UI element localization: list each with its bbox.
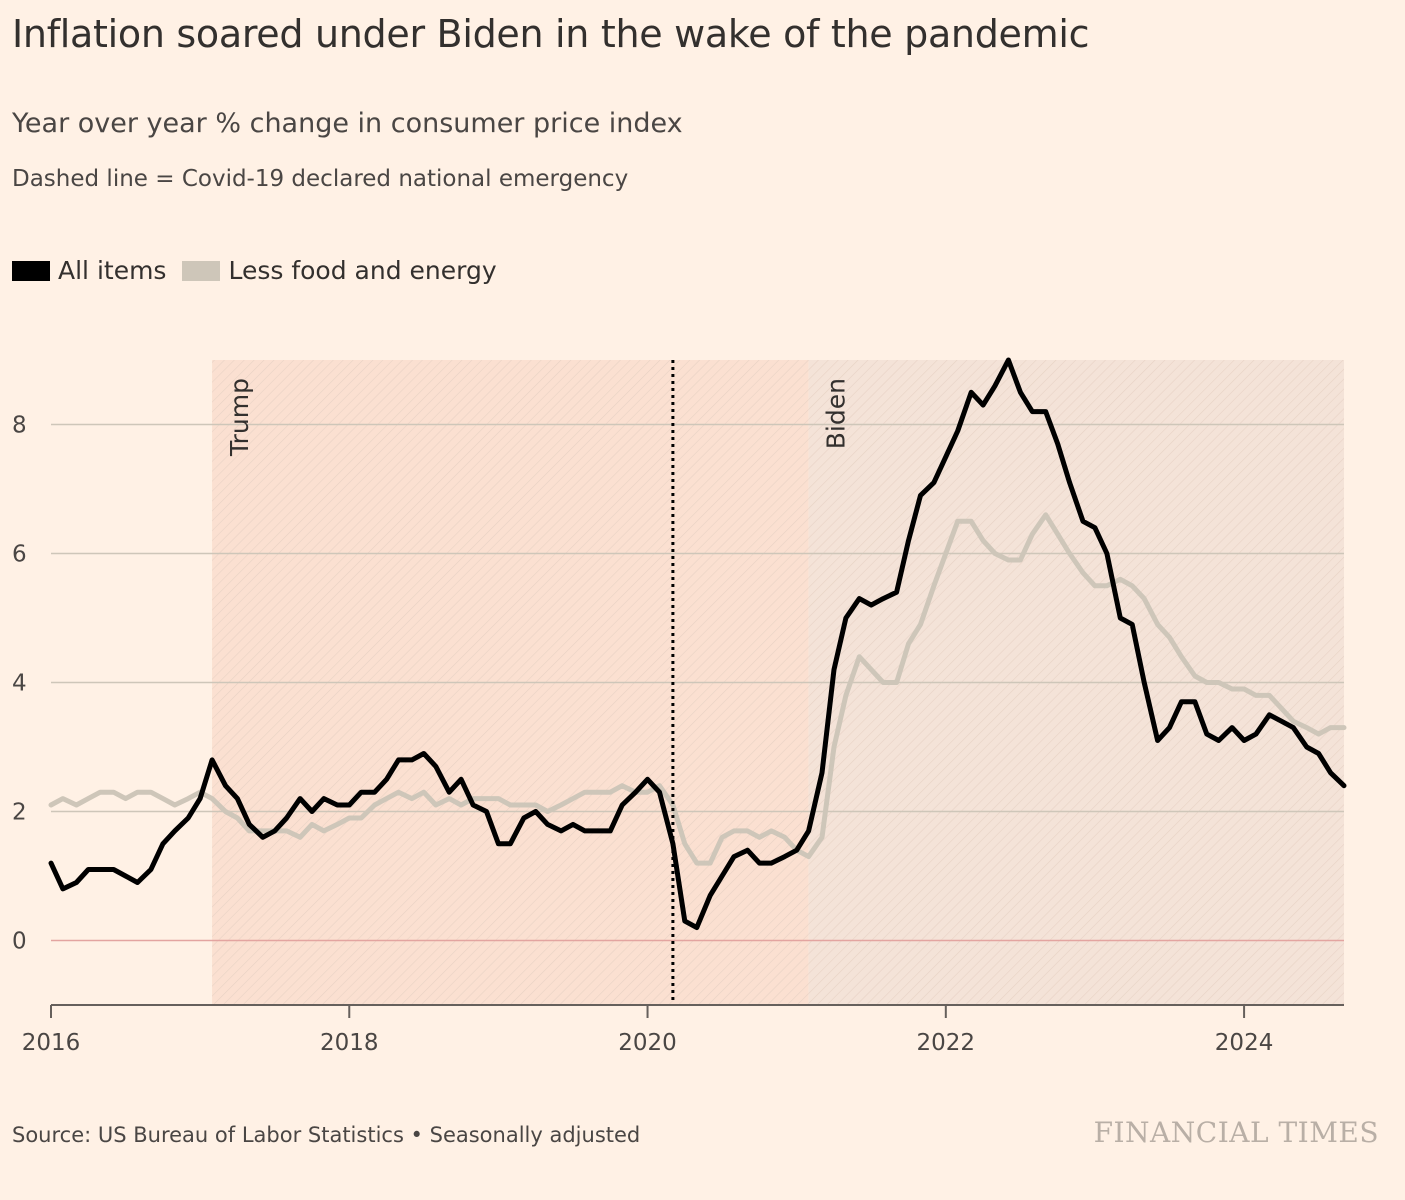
- y-tick-label-6: 6: [12, 542, 27, 568]
- period-label-biden: Biden: [822, 378, 851, 449]
- y-tick-label-2: 2: [12, 800, 27, 826]
- x-tick-label-2016: 2016: [22, 1030, 81, 1056]
- legend: All items Less food and energy: [12, 256, 513, 285]
- legend-label-core: Less food and energy: [228, 256, 497, 285]
- source-note: Source: US Bureau of Labor Statistics • …: [12, 1123, 641, 1147]
- legend-label-all-items: All items: [58, 256, 167, 285]
- series-line-less-food-and-energy: [48, 512, 1347, 866]
- y-tick-label-4: 4: [12, 671, 27, 697]
- x-tick-label-2020: 2020: [618, 1030, 677, 1056]
- legend-swatch-core: [182, 260, 221, 281]
- y-tick-label-8: 8: [12, 413, 27, 439]
- y-tick-label-0: 0: [12, 929, 27, 955]
- brand-logo: FINANCIAL TIMES: [1093, 1116, 1379, 1149]
- legend-item-all-items: All items: [12, 256, 166, 285]
- legend-swatch-all-items: [12, 260, 50, 281]
- legend-item-core: Less food and energy: [182, 256, 497, 285]
- period-label-trump: Trump: [225, 378, 254, 457]
- x-tick-label-2024: 2024: [1215, 1030, 1274, 1056]
- chart-subtitle: Year over year % change in consumer pric…: [12, 108, 683, 139]
- x-tick-label-2018: 2018: [320, 1030, 379, 1056]
- x-tick-label-2022: 2022: [917, 1030, 976, 1056]
- series-line-all-items: [48, 357, 1347, 931]
- chart-title: Inflation soared under Biden in the wake…: [12, 12, 1090, 56]
- chart-note: Dashed line = Covid-19 declared national…: [12, 166, 629, 192]
